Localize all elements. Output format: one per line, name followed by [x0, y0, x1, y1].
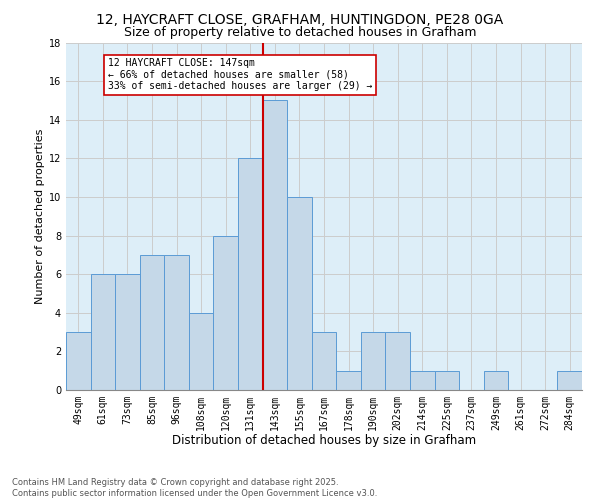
X-axis label: Distribution of detached houses by size in Grafham: Distribution of detached houses by size … [172, 434, 476, 448]
Bar [410, 370, 434, 390]
Bar [214, 236, 238, 390]
Bar [238, 158, 263, 390]
Bar [557, 370, 582, 390]
Bar [189, 313, 214, 390]
Bar [115, 274, 140, 390]
Bar [287, 197, 312, 390]
Text: 12, HAYCRAFT CLOSE, GRAFHAM, HUNTINGDON, PE28 0GA: 12, HAYCRAFT CLOSE, GRAFHAM, HUNTINGDON,… [97, 12, 503, 26]
Bar [385, 332, 410, 390]
Bar [312, 332, 336, 390]
Bar [434, 370, 459, 390]
Bar [164, 255, 189, 390]
Bar [484, 370, 508, 390]
Text: Size of property relative to detached houses in Grafham: Size of property relative to detached ho… [124, 26, 476, 39]
Y-axis label: Number of detached properties: Number of detached properties [35, 128, 44, 304]
Bar [66, 332, 91, 390]
Bar [336, 370, 361, 390]
Text: Contains HM Land Registry data © Crown copyright and database right 2025.
Contai: Contains HM Land Registry data © Crown c… [12, 478, 377, 498]
Bar [140, 255, 164, 390]
Bar [263, 100, 287, 390]
Bar [361, 332, 385, 390]
Bar [91, 274, 115, 390]
Text: 12 HAYCRAFT CLOSE: 147sqm
← 66% of detached houses are smaller (58)
33% of semi-: 12 HAYCRAFT CLOSE: 147sqm ← 66% of detac… [108, 58, 372, 91]
